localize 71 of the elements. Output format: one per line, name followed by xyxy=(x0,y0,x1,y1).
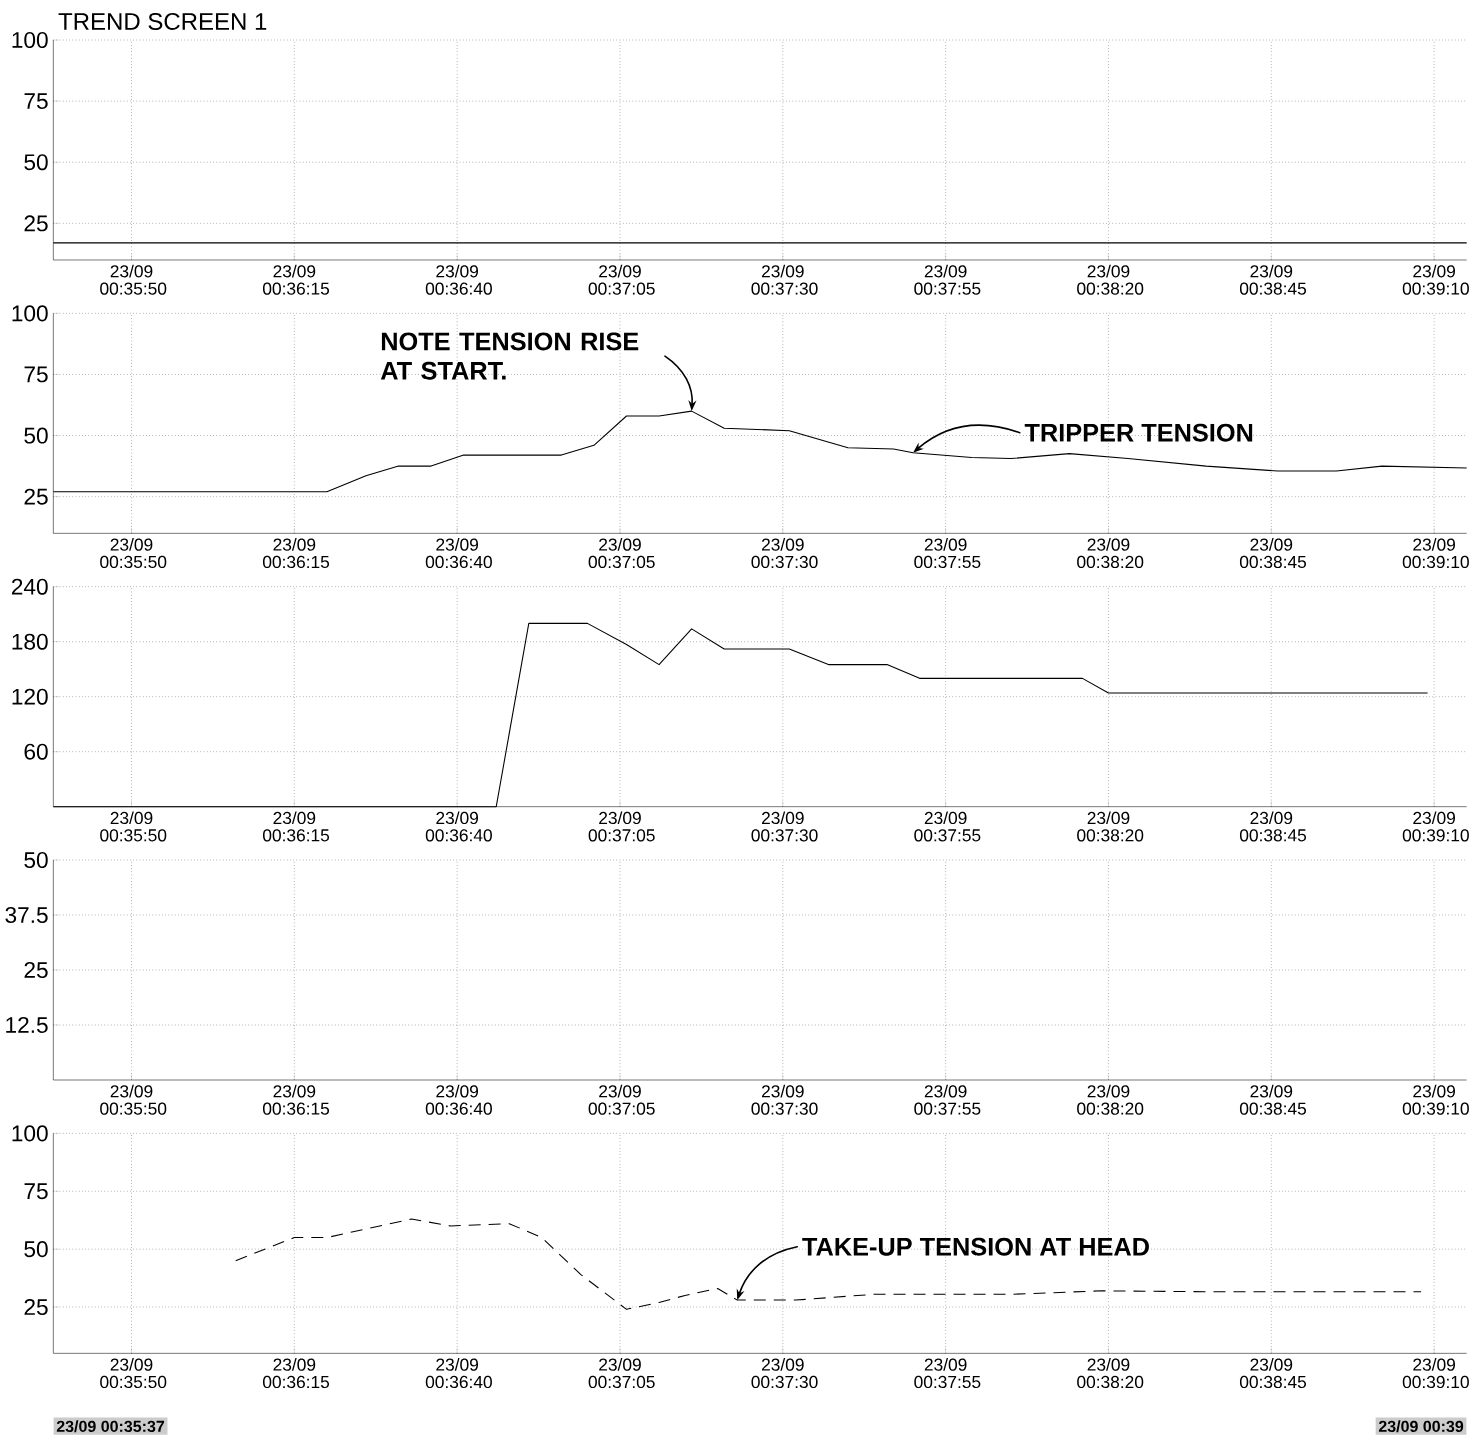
x-tick-label: 23/09 00:37:05 xyxy=(588,1084,655,1115)
x-tick-label: 23/09 00:38:20 xyxy=(1077,1084,1144,1115)
y-tick-label: 180 xyxy=(12,633,48,650)
x-tick-label: 23/09 00:38:45 xyxy=(1239,811,1307,842)
y-tick-label: 60 xyxy=(24,743,48,760)
x-tick-label: 23/09 00:37:55 xyxy=(914,811,981,842)
y-tick-label: 25 xyxy=(24,215,48,232)
chart-title: TREND SCREEN 1 xyxy=(58,13,267,31)
y-tick-label: 25 xyxy=(24,1299,48,1316)
y-tick-label: 240 xyxy=(11,578,48,595)
x-tick-label: 23/09 00:35:50 xyxy=(100,1358,167,1389)
annotation: TAKE-UP TENSION AT HEAD xyxy=(802,1237,1149,1256)
y-tick-label: 25 xyxy=(24,488,48,505)
x-tick-label: 23/09 00:39:10 xyxy=(1402,538,1469,569)
x-tick-label: 23/09 00:35:50 xyxy=(100,264,167,295)
x-tick-label: 23/09 00:38:45 xyxy=(1239,264,1307,295)
annotation: TRIPPER TENSION xyxy=(1024,423,1253,442)
x-tick-label: 23/09 00:37:55 xyxy=(914,1358,981,1389)
text: 23/09 00:35:37 xyxy=(56,1420,165,1433)
x-tick-label: 23/09 00:35:50 xyxy=(100,538,167,569)
x-tick-label: 23/09 00:38:45 xyxy=(1239,1084,1307,1115)
x-tick-label: 23/09 00:38:20 xyxy=(1077,811,1144,842)
y-tick-label: 37.5 xyxy=(5,907,48,924)
x-tick-label: 23/09 00:38:20 xyxy=(1077,1358,1144,1389)
x-tick-label: 23/09 00:38:45 xyxy=(1239,1358,1307,1389)
x-tick-label: 23/09 00:36:40 xyxy=(425,811,492,842)
y-tick-label: 75 xyxy=(24,93,48,110)
x-tick-label: 23/09 00:36:40 xyxy=(425,538,492,569)
x-tick-label: 23/09 00:38:20 xyxy=(1077,538,1144,569)
y-tick-label: 50 xyxy=(24,154,48,171)
x-tick-label: 23/09 00:37:30 xyxy=(751,1358,818,1389)
y-tick-label: 75 xyxy=(24,1183,48,1200)
x-tick-label: 23/09 00:36:40 xyxy=(425,1358,492,1389)
x-tick-label: 23/09 00:37:05 xyxy=(588,264,655,295)
x-tick-label: 23/09 00:36:15 xyxy=(262,264,330,295)
x-tick-label: 23/09 00:39:10 xyxy=(1402,1084,1469,1115)
x-tick-label: 23/09 00:37:30 xyxy=(751,811,818,842)
y-tick-label: 25 xyxy=(24,962,48,979)
x-tick-label: 23/09 00:37:05 xyxy=(588,811,655,842)
x-tick-label: 23/09 00:37:30 xyxy=(751,264,818,295)
x-tick-label: 23/09 00:36:15 xyxy=(262,538,330,569)
x-tick-label: 23/09 00:36:15 xyxy=(262,1358,330,1389)
x-tick-label: 23/09 00:39:10 xyxy=(1402,1358,1469,1389)
x-tick-label: 23/09 00:36:15 xyxy=(262,1084,330,1115)
y-tick-label: 50 xyxy=(24,1241,48,1258)
y-tick-label: 100 xyxy=(12,32,48,49)
y-tick-label: 120 xyxy=(12,688,48,705)
x-tick-label: 23/09 00:37:05 xyxy=(588,538,655,569)
x-tick-label: 23/09 00:37:55 xyxy=(914,1084,981,1115)
x-tick-label: 23/09 00:36:15 xyxy=(262,811,330,842)
y-tick-label: 12.5 xyxy=(6,1017,48,1034)
x-tick-label: 23/09 00:36:40 xyxy=(425,1084,492,1115)
x-tick-label: 23/09 00:39:10 xyxy=(1402,811,1469,842)
x-tick-label: 23/09 00:38:45 xyxy=(1239,538,1307,569)
annotation: NOTE TENSION RISE AT START. xyxy=(380,332,639,380)
x-tick-label: 23/09 00:35:50 xyxy=(100,811,167,842)
x-tick-label: 23/09 00:37:55 xyxy=(914,538,981,569)
x-tick-label: 23/09 00:37:55 xyxy=(914,264,981,295)
x-tick-label: 23/09 00:37:30 xyxy=(751,1084,818,1115)
x-tick-label: 23/09 00:37:30 xyxy=(751,538,818,569)
x-tick-label: 23/09 00:39:10 xyxy=(1402,264,1469,295)
y-tick-label: 50 xyxy=(24,427,48,444)
text: 23/09 00:39 xyxy=(1378,1420,1464,1433)
x-tick-label: 23/09 00:37:05 xyxy=(588,1358,655,1389)
x-tick-label: 23/09 00:36:40 xyxy=(425,264,492,295)
y-tick-label: 75 xyxy=(24,366,48,383)
x-tick-label: 23/09 00:35:50 xyxy=(100,1084,167,1115)
y-tick-label: 100 xyxy=(12,305,48,322)
y-tick-label: 100 xyxy=(12,1125,48,1142)
x-tick-label: 23/09 00:38:20 xyxy=(1077,264,1144,295)
y-tick-label: 50 xyxy=(24,852,48,869)
